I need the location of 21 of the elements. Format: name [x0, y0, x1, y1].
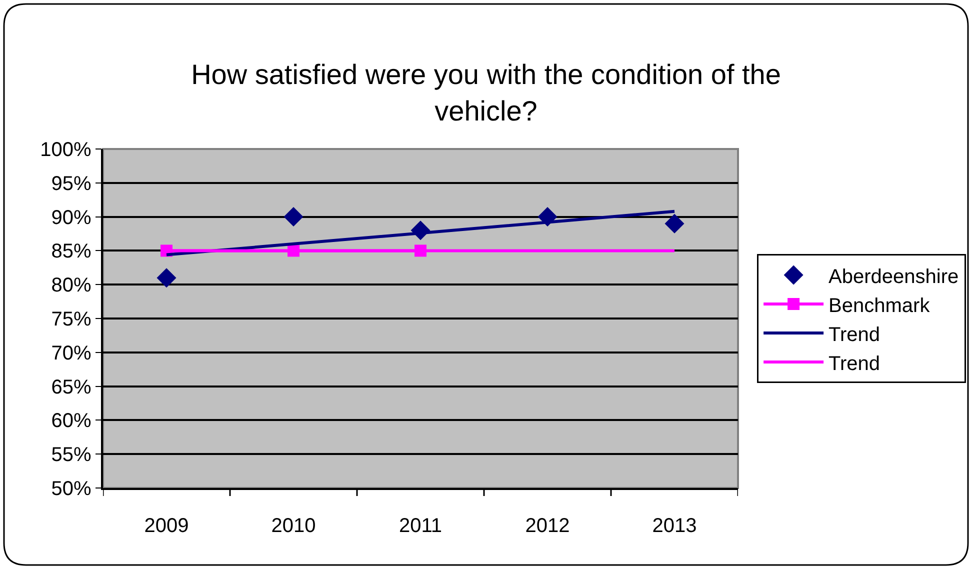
y-tick-label: 50% [51, 478, 92, 500]
x-tick-label: 2009 [144, 514, 189, 537]
y-tick-label: 60% [51, 410, 92, 432]
chart-title: How satisfied were you with the condition of the vehicle? [191, 59, 781, 126]
x-tick-label: 2013 [652, 514, 697, 537]
x-tick-label: 2012 [525, 514, 570, 537]
x-tick-label: 2010 [271, 514, 316, 537]
y-tick-label: 55% [51, 444, 92, 466]
y-tick-label: 100% [40, 139, 92, 161]
y-tick-label: 75% [51, 308, 92, 330]
legend-label: Trend [828, 324, 880, 346]
y-tick-label: 95% [51, 172, 92, 195]
legend-label: Aberdeenshire [828, 266, 959, 288]
y-tick-label: 90% [51, 206, 92, 229]
x-tick-label: 2011 [398, 514, 442, 537]
y-tick-label: 70% [51, 342, 92, 364]
legend-label: Trend [828, 352, 880, 375]
legend-label: Benchmark [828, 294, 931, 317]
y-tick-label: 65% [51, 376, 92, 398]
y-tick-label: 80% [51, 274, 92, 297]
y-tick-label: 85% [51, 240, 92, 263]
